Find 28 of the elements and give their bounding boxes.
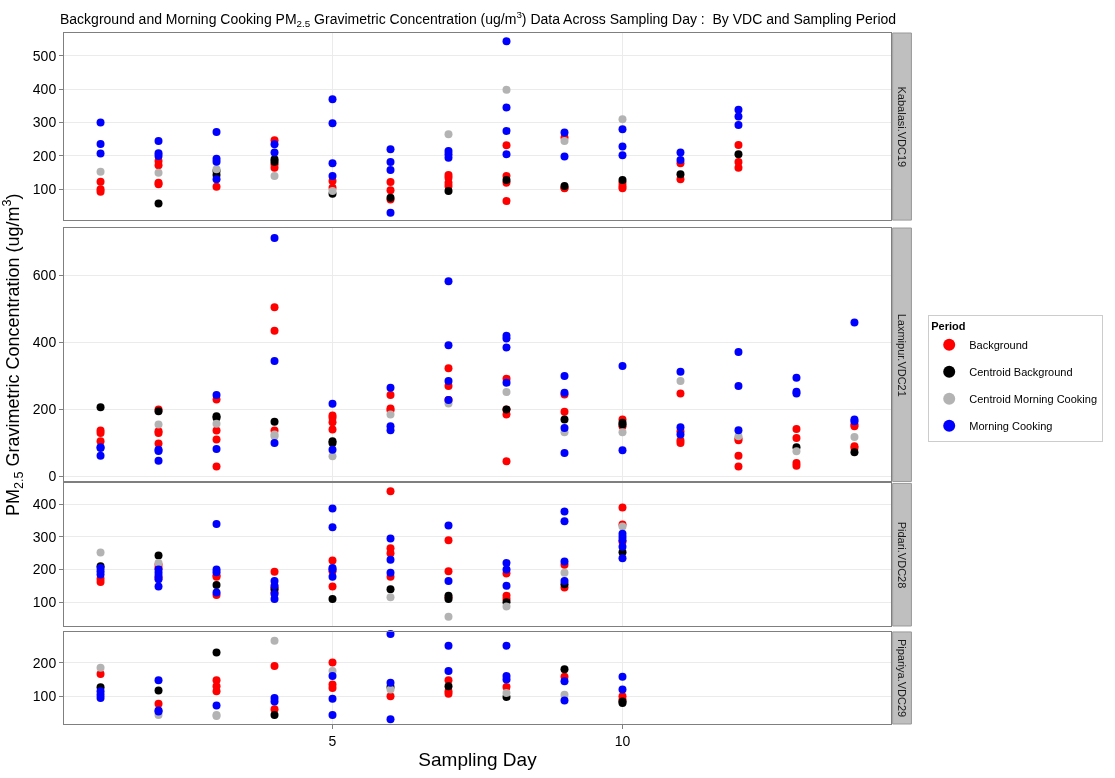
x-tick-label: 10 xyxy=(614,732,631,749)
y-tick-label: 100 xyxy=(32,181,57,198)
y-tick-label: 300 xyxy=(32,528,57,545)
text: Laxmipur.VDC21 xyxy=(895,313,908,397)
x-tick-label: 5 xyxy=(328,732,337,749)
text: Kabalasi.VDC19 xyxy=(895,86,908,168)
y-tick-label: 400 xyxy=(32,334,57,351)
y-tick-label: 400 xyxy=(32,81,57,98)
y-tick-label: 400 xyxy=(32,496,57,513)
y-tick-label: 200 xyxy=(32,401,57,418)
text: Pipariya.VDC29 xyxy=(896,638,909,718)
y-tick-label: 100 xyxy=(32,594,57,611)
y-tick-label: 200 xyxy=(32,147,57,164)
y-tick-label: 100 xyxy=(32,688,57,705)
y-tick-label: 300 xyxy=(32,114,57,131)
x-axis-title: Sampling Day xyxy=(418,748,538,770)
y-tick-label: 200 xyxy=(32,561,57,578)
y-tick-label: 600 xyxy=(32,267,57,284)
legend-title: Period xyxy=(931,320,966,333)
legend-label: Centroid Morning Cooking xyxy=(969,393,1098,406)
legend-label: Background xyxy=(969,339,1028,352)
text: Pidari.VDC28 xyxy=(895,521,908,589)
y-tick-label: 0 xyxy=(48,468,57,485)
y-tick-label: 500 xyxy=(32,47,57,64)
chart-title: Background and Morning Cooking PM$_{2.5}$ Gravimetric Concentration (ug/m$^{3}$) Data Across Sampling Day : By VDC and Sampling Period xyxy=(60,9,897,29)
y-tick-label: 200 xyxy=(32,654,57,671)
legend-label: Centroid Background xyxy=(969,366,1073,379)
legend-label: Morning Cooking xyxy=(969,420,1053,433)
